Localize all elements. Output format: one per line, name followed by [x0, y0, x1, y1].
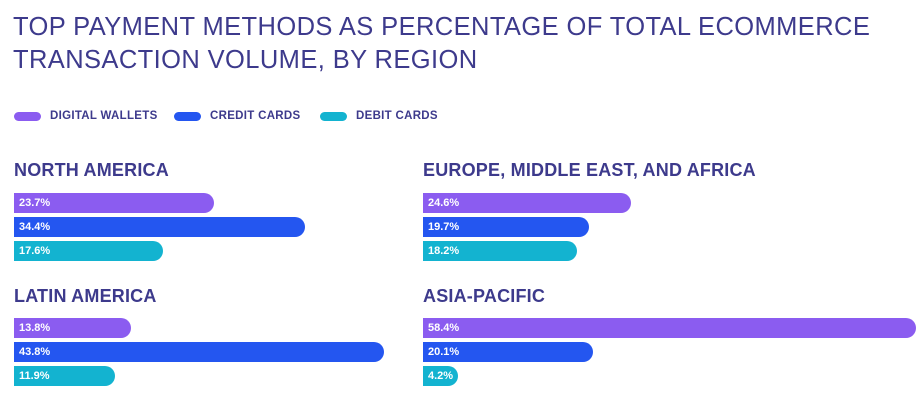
bar-asia-pacific-digital-wallets: 58.4%: [423, 318, 916, 338]
legend-swatch-digital-wallets: [14, 111, 41, 121]
legend-label-debit-cards: DEBIT CARDS: [356, 110, 438, 122]
panel-title-asia-pacific: ASIA-PACIFIC: [423, 286, 546, 306]
bar-north-america-debit-cards: 17.6%: [14, 241, 163, 261]
bar-label-latin-america-digital-wallets: 13.8%: [19, 322, 51, 334]
bar-north-america-credit-cards: 34.4%: [14, 217, 305, 237]
bar-latin-america-debit-cards: 11.9%: [14, 366, 115, 386]
legend-item-digital-wallets: DIGITAL WALLETS: [14, 106, 158, 126]
bar-north-america-digital-wallets: 23.7%: [14, 193, 214, 213]
panel-title-latin-america: LATIN AMERICA: [14, 286, 157, 306]
bar-latin-america-digital-wallets: 13.8%: [14, 318, 131, 338]
bar-label-latin-america-credit-cards: 43.8%: [19, 346, 51, 358]
legend-label-credit-cards: CREDIT CARDS: [210, 110, 301, 122]
bar-label-latin-america-debit-cards: 11.9%: [19, 370, 50, 382]
bar-label-asia-pacific-debit-cards: 4.2%: [428, 370, 454, 382]
bar-emea-credit-cards: 19.7%: [423, 217, 589, 237]
panel-title-emea: EUROPE, MIDDLE EAST, AND AFRICA: [423, 160, 756, 180]
legend-swatch-debit-cards: [320, 111, 347, 121]
bar-label-emea-credit-cards: 19.7%: [428, 221, 460, 233]
bar-label-asia-pacific-credit-cards: 20.1%: [428, 346, 460, 358]
bar-label-emea-digital-wallets: 24.6%: [428, 197, 460, 209]
bar-emea-debit-cards: 18.2%: [423, 241, 577, 261]
bar-latin-america-credit-cards: 43.8%: [14, 342, 384, 362]
chart-title-line-1: TOP PAYMENT METHODS AS PERCENTAGE OF TOT…: [13, 13, 871, 41]
bar-label-north-america-digital-wallets: 23.7%: [19, 197, 51, 209]
bar-asia-pacific-debit-cards: 4.2%: [423, 366, 458, 386]
legend-item-credit-cards: CREDIT CARDS: [174, 106, 301, 126]
bar-label-asia-pacific-digital-wallets: 58.4%: [428, 322, 460, 334]
bar-asia-pacific-credit-cards: 20.1%: [423, 342, 593, 362]
panel-title-north-america: NORTH AMERICA: [14, 160, 169, 180]
bar-label-emea-debit-cards: 18.2%: [428, 245, 460, 257]
bar-label-north-america-credit-cards: 34.4%: [19, 221, 51, 233]
legend-label-digital-wallets: DIGITAL WALLETS: [50, 110, 158, 122]
chart-title-line-2: TRANSACTION VOLUME, BY REGION: [13, 46, 478, 74]
legend-swatch-credit-cards: [174, 111, 201, 121]
bar-label-north-america-debit-cards: 17.6%: [19, 245, 51, 257]
bar-emea-digital-wallets: 24.6%: [423, 193, 631, 213]
legend-item-debit-cards: DEBIT CARDS: [320, 106, 438, 126]
chart-title: TOP PAYMENT METHODS AS PERCENTAGE OF TOT…: [13, 11, 893, 77]
